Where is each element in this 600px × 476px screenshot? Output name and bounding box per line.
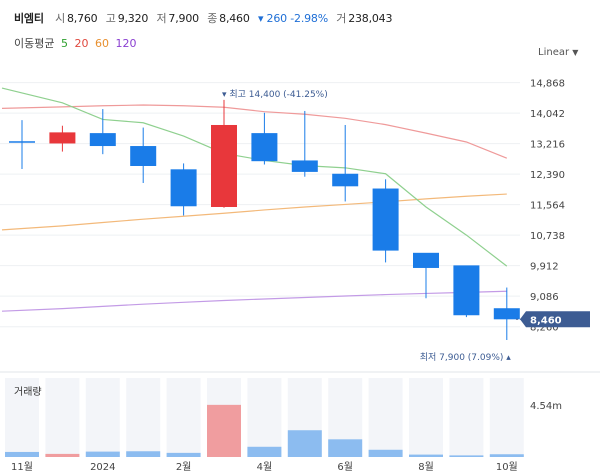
volume-slot	[5, 378, 39, 457]
candle	[372, 179, 399, 263]
volume-bar	[126, 451, 161, 457]
volume-label: 거	[336, 12, 347, 25]
current-price-label: 8,460	[530, 315, 562, 326]
y-tick-label: 14,042	[530, 109, 565, 120]
candle-body	[9, 141, 35, 143]
chevron-down-icon: ▼	[572, 48, 579, 57]
high-marker-label: ▾ 최고 14,400 (-41.25%)	[222, 89, 328, 100]
candle-body	[211, 124, 237, 207]
ma60-legend: 60	[94, 37, 109, 50]
ma-legend-title: 이동평균	[14, 37, 55, 50]
volume-bar	[166, 452, 201, 457]
stock-name: 비엠티	[14, 12, 44, 25]
candle	[89, 109, 116, 155]
volume-bar	[409, 454, 443, 457]
x-tick-label: 11월	[11, 461, 33, 473]
volume-slot	[409, 378, 443, 457]
candle-body	[130, 146, 157, 166]
open-label: 시	[55, 12, 65, 25]
change-value: ▾ 260 -2.98%	[257, 12, 328, 25]
y-tick-label: 10,738	[530, 231, 565, 242]
ma20-legend: 20	[74, 37, 89, 50]
x-tick-label: 6월	[337, 461, 353, 473]
ma20-line	[1, 104, 508, 159]
volume-slot	[489, 378, 524, 457]
scale-mode-selector[interactable]: Linear ▼	[538, 47, 578, 58]
y-tick-label: 14,868	[530, 79, 565, 90]
x-tick-label: 2월	[176, 461, 192, 473]
moving-average-legend[interactable]: 이동평균 5 20 60 120	[14, 35, 139, 51]
candle	[211, 99, 237, 208]
volume-bar	[489, 454, 524, 457]
open-value: 8,760	[66, 12, 98, 25]
candle	[251, 112, 278, 165]
y-tick-label: 12,390	[530, 170, 565, 181]
x-tick-label: 4월	[257, 461, 273, 473]
volume-bar	[287, 430, 322, 457]
y-tick-label: 9,912	[530, 262, 559, 273]
y-tick-label: 8,260	[530, 323, 559, 334]
volume-slot	[45, 378, 80, 457]
candle-body	[413, 252, 439, 268]
volume-value: 238,043	[348, 12, 393, 25]
close-label: 종	[207, 12, 218, 25]
volume-slot	[126, 378, 161, 457]
low-label: 저	[156, 12, 167, 25]
y-tick-label: 13,216	[530, 140, 565, 151]
volume-bar	[247, 446, 282, 457]
candle-body	[493, 308, 520, 320]
x-tick-label: 10월	[496, 461, 518, 473]
candle	[9, 120, 35, 169]
x-tick-label: 8월	[418, 461, 434, 473]
x-tick-label: 2024	[90, 462, 115, 473]
volume-slot	[85, 378, 120, 457]
volume-slot	[449, 378, 484, 457]
candle	[493, 287, 520, 340]
volume-slot	[368, 378, 403, 457]
candle-body	[170, 169, 197, 207]
candle-body	[453, 265, 480, 316]
ma5-legend: 5	[60, 37, 68, 50]
volume-bar	[368, 449, 403, 457]
close-value: 8,460	[219, 12, 250, 25]
candle-body	[89, 133, 116, 147]
current-price-tag	[520, 311, 590, 328]
volume-bar	[207, 404, 241, 457]
low-value: 7,900	[168, 12, 199, 25]
high-value: 9,320	[117, 12, 149, 25]
candle	[453, 265, 480, 318]
low-marker-label: 최저 7,900 (7.09%) ▴	[420, 352, 512, 363]
volume-bar	[328, 439, 363, 457]
candle-body	[291, 160, 318, 172]
candle	[170, 163, 197, 216]
ma60-line	[1, 193, 507, 231]
candle-body	[372, 188, 399, 251]
scale-mode-label: Linear	[538, 47, 570, 58]
y-tick-label: 9,086	[530, 292, 559, 303]
candle	[291, 110, 318, 177]
candle-body	[251, 133, 278, 162]
candle	[49, 125, 76, 152]
candle-body	[332, 173, 359, 187]
high-label: 고	[105, 12, 116, 25]
volume-panel-title: 거래량	[14, 387, 42, 398]
ma120-line	[1, 290, 507, 312]
y-tick-label: 11,564	[530, 201, 565, 212]
volume-bar	[45, 453, 80, 457]
volume-bar	[85, 451, 120, 457]
candle-body	[49, 132, 76, 144]
volume-slot	[166, 378, 201, 457]
volume-max-label: 4.54m	[530, 401, 562, 412]
ma5-line	[1, 87, 508, 267]
candle	[332, 124, 359, 202]
volume-bar	[5, 451, 39, 457]
ma120-legend: 120	[115, 37, 137, 50]
volume-bar	[449, 455, 484, 457]
candle	[413, 252, 439, 299]
volume-slot	[247, 378, 282, 457]
candle	[130, 127, 157, 183]
quote-header: 비엠티 시 8,760 고 9,320 저 7,900 종 8,460 ▾ 260 -2…	[14, 10, 397, 26]
